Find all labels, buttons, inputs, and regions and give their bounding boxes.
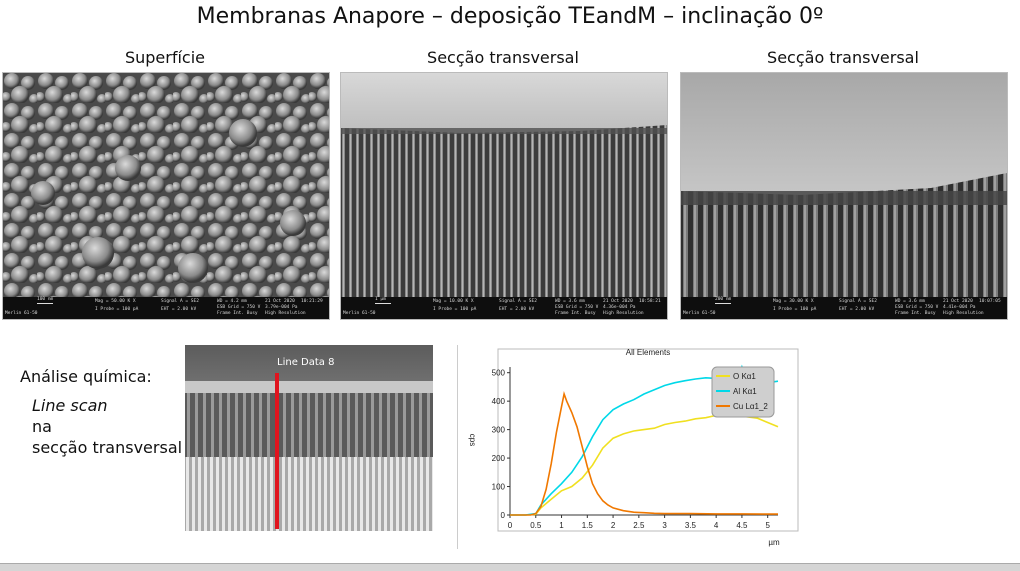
mag-label: Mag = 10.00 K X <box>433 299 474 304</box>
scale-bar <box>37 303 53 304</box>
x-tick-label: 1 <box>559 521 564 530</box>
line-scan-label: Line scan <box>32 396 108 415</box>
linescan-marker <box>275 373 279 529</box>
date-label: 21 Oct 2020 <box>603 299 633 304</box>
y-tick-label: 300 <box>492 426 506 435</box>
esb-label: ESB Grid = 750 V <box>217 305 261 310</box>
x-tick-label: 3.5 <box>685 521 697 530</box>
probe-label: I Probe = 100 pA <box>433 307 477 312</box>
resolution-label: High Resolution <box>943 311 984 316</box>
scale-label: 200 nm <box>715 297 732 302</box>
instrument-label: Merlin 61-50 <box>343 311 376 316</box>
y-tick-label: 100 <box>492 483 506 492</box>
line-scan-chart: All Elements 0 100 200 300 400 500 0 0.5 1 1.5 2 2.5… <box>457 345 802 549</box>
legend-box <box>711 366 775 418</box>
pressure-label: 3.79e-004 Pa <box>265 305 298 310</box>
sem-info-bar: 200 nm Merlin 61-50 Mag = 30.00 K X I Pr… <box>681 297 1007 319</box>
date-label: 21 Oct 2020 <box>943 299 973 304</box>
x-axis-label: µm <box>768 538 780 547</box>
instrument-label: Merlin 61-50 <box>5 311 38 316</box>
mag-label: Mag = 30.00 K X <box>773 299 814 304</box>
cross-section-texture <box>341 73 667 297</box>
scale-bar <box>715 303 731 304</box>
chart-svg: All Elements 0 100 200 300 400 500 0 0.5 1 1.5 2 2.5… <box>468 348 799 547</box>
y-tick-label: 500 <box>492 369 506 378</box>
mag-label: Mag = 50.00 K X <box>95 299 136 304</box>
chart-title: All Elements <box>626 348 670 357</box>
bottom-bar <box>0 563 1020 571</box>
legend-label-0: O Kα1 <box>733 372 756 381</box>
x-tick-label: 0.5 <box>530 521 542 530</box>
eht-label: EHT = 2.00 kV <box>839 307 875 312</box>
sem-image-cross-section-1: 1 µm Merlin 61-50 Mag = 10.00 K X I Prob… <box>340 72 668 320</box>
signal-label: Signal A = SE2 <box>499 299 537 304</box>
sem-info-bar: 1 µm Merlin 61-50 Mag = 10.00 K X I Prob… <box>341 297 667 319</box>
legend-label-1: Al Kα1 <box>733 387 757 396</box>
caption-cross-section-2: Secção transversal <box>767 48 919 67</box>
chemical-analysis-text: Análise química: Line scan na secção tra… <box>20 366 182 458</box>
y-tick-label: 0 <box>501 511 506 520</box>
caption-cross-section-1: Secção transversal <box>427 48 579 67</box>
time-label: 10:21:29 <box>301 299 323 304</box>
scale-label: 1 µm <box>375 297 386 302</box>
pressure-label: 4.36e-004 Pa <box>603 305 636 310</box>
x-tick-label: 4 <box>714 521 719 530</box>
y-tick-label: 200 <box>492 454 506 463</box>
sem-image-cross-section-2: 200 nm Merlin 61-50 Mag = 30.00 K X I Pr… <box>680 72 1008 320</box>
na-label: na <box>32 417 52 436</box>
frame-label: Frame Int. Busy <box>217 311 258 316</box>
signal-label: Signal A = SE2 <box>161 299 199 304</box>
sem-image-surface: 100 nm Merlin 61-50 Mag = 50.00 K X I Pr… <box>2 72 330 320</box>
frame-label: Frame Int. Busy <box>555 311 596 316</box>
wd-label: WD = 3.6 mm <box>555 299 585 304</box>
x-tick-label: 5 <box>765 521 770 530</box>
x-tick-label: 1.5 <box>582 521 594 530</box>
date-label: 21 Oct 2020 <box>265 299 295 304</box>
surface-texture <box>3 73 329 297</box>
pressure-label: 4.41e-004 Pa <box>943 305 976 310</box>
cross-section-label: secção transversal <box>32 438 183 457</box>
eht-label: EHT = 2.00 kV <box>499 307 535 312</box>
sem-info-bar: 100 nm Merlin 61-50 Mag = 50.00 K X I Pr… <box>3 297 329 319</box>
linescan-texture <box>185 345 433 531</box>
esb-label: ESB Grid = 750 V <box>895 305 939 310</box>
linescan-label: Line Data 8 <box>277 357 335 368</box>
resolution-label: High Resolution <box>603 311 644 316</box>
time-label: 10:07:05 <box>979 299 1001 304</box>
slide-title: Membranas Anapore – deposição TEandM – i… <box>196 4 824 29</box>
x-tick-label: 4.5 <box>736 521 748 530</box>
x-tick-label: 2 <box>611 521 616 530</box>
cross-section-texture <box>681 73 1007 297</box>
analysis-heading: Análise química: <box>20 367 152 386</box>
time-label: 10:58:21 <box>639 299 661 304</box>
caption-surface: Superfície <box>124 48 206 67</box>
x-tick-label: 2.5 <box>633 521 645 530</box>
y-tick-label: 400 <box>492 397 506 406</box>
eht-label: EHT = 2.00 kV <box>161 307 197 312</box>
x-tick-label: 3 <box>662 521 667 530</box>
wd-label: WD = 3.6 mm <box>895 299 925 304</box>
linescan-image: Line Data 8 <box>185 345 433 531</box>
resolution-label: High Resolution <box>265 311 306 316</box>
frame-label: Frame Int. Busy <box>895 311 936 316</box>
instrument-label: Merlin 61-50 <box>683 311 716 316</box>
x-tick-label: 0 <box>508 521 513 530</box>
scale-label: 100 nm <box>37 297 54 302</box>
series-line-2 <box>510 391 778 516</box>
legend-label-2: Cu Lα1_2 <box>733 402 768 411</box>
wd-label: WD = 4.2 mm <box>217 299 247 304</box>
scale-bar <box>375 303 391 304</box>
probe-label: I Probe = 100 pA <box>95 307 139 312</box>
esb-label: ESB Grid = 750 V <box>555 305 599 310</box>
signal-label: Signal A = SE2 <box>839 299 877 304</box>
probe-label: I Probe = 100 pA <box>773 307 817 312</box>
y-axis-label: cps <box>468 434 477 446</box>
